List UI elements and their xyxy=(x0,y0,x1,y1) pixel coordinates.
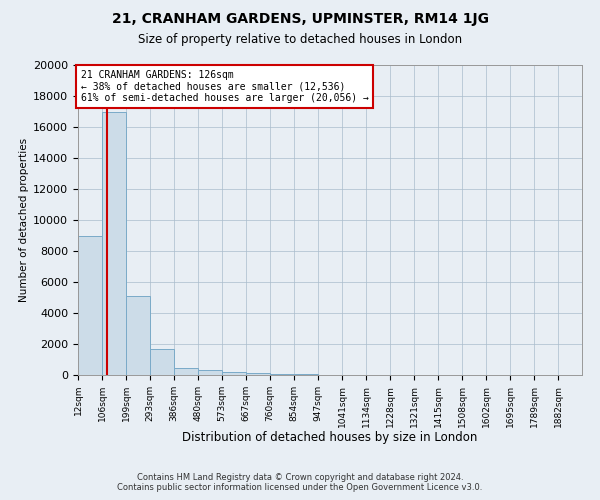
Bar xyxy=(78,236,102,375)
Bar xyxy=(295,374,318,375)
Bar xyxy=(198,370,222,375)
Y-axis label: Number of detached properties: Number of detached properties xyxy=(19,138,29,302)
Bar xyxy=(150,350,174,375)
Text: 21 CRANHAM GARDENS: 126sqm
← 38% of detached houses are smaller (12,536)
61% of : 21 CRANHAM GARDENS: 126sqm ← 38% of deta… xyxy=(80,70,368,103)
Bar xyxy=(102,112,126,375)
X-axis label: Distribution of detached houses by size in London: Distribution of detached houses by size … xyxy=(182,431,478,444)
Text: Size of property relative to detached houses in London: Size of property relative to detached ho… xyxy=(138,32,462,46)
Text: Contains HM Land Registry data © Crown copyright and database right 2024.
Contai: Contains HM Land Registry data © Crown c… xyxy=(118,473,482,492)
Bar xyxy=(246,373,270,375)
Bar xyxy=(270,374,294,375)
Bar xyxy=(222,372,246,375)
Bar xyxy=(126,296,150,375)
Bar xyxy=(174,368,198,375)
Text: 21, CRANHAM GARDENS, UPMINSTER, RM14 1JG: 21, CRANHAM GARDENS, UPMINSTER, RM14 1JG xyxy=(112,12,488,26)
